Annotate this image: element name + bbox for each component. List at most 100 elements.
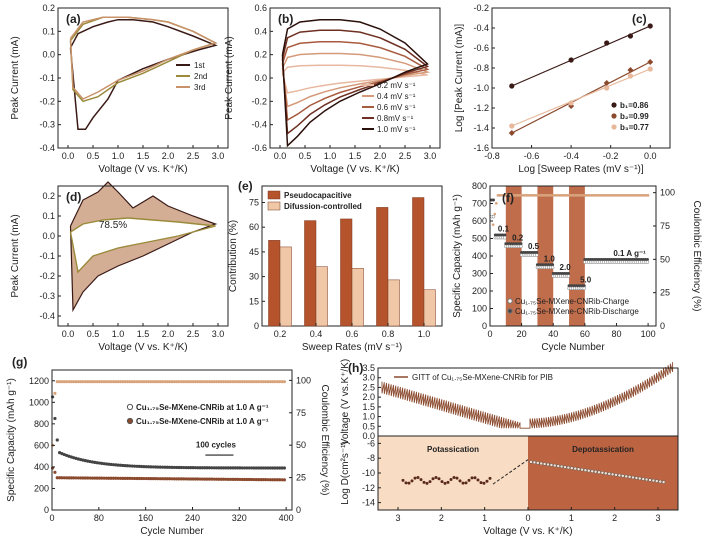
ce-point: [203, 380, 207, 384]
capacity-point: [135, 476, 139, 481]
capacity-point: [240, 466, 244, 470]
data-point: [647, 23, 653, 29]
capacity-point: [182, 477, 186, 481]
diffusion-point: [607, 472, 611, 476]
x-tick-label: 1.5: [349, 151, 362, 161]
diffusion-point: [580, 467, 584, 472]
x-tick-label: 2: [439, 513, 444, 523]
panel-label: (e): [238, 179, 253, 193]
ce-point: [240, 380, 244, 384]
x-tick-label: 2.5: [187, 329, 200, 339]
diffusion-point: [610, 472, 615, 477]
capacity-point: [245, 477, 249, 482]
diffusion-point: [590, 469, 594, 473]
capacity-point: [81, 476, 85, 480]
capacity-point: [200, 466, 205, 470]
ce-point: [198, 380, 202, 384]
diffusion-point: [434, 475, 438, 479]
rate-label: 0.1 A g⁻¹: [613, 249, 646, 258]
legend-label: b₂=0.99: [620, 112, 649, 121]
capacity-point: [207, 477, 212, 481]
bar-pseudocapacitive: [304, 220, 317, 327]
y-tick-label: 30: [249, 272, 259, 282]
y-tick-label: 600: [472, 216, 487, 226]
ce-point: [247, 380, 251, 384]
capacity-point: [172, 465, 176, 470]
capacity-point: [172, 477, 176, 481]
ce-point: [72, 380, 76, 384]
ce-point: [233, 380, 237, 384]
capacity-point: [261, 478, 265, 482]
cv-curve-1: [69, 18, 218, 131]
rate-label: 2.0: [560, 263, 572, 272]
capacity-point: [146, 476, 151, 481]
capacity-point: [214, 477, 219, 481]
x-tick-label: 3.0: [212, 151, 225, 161]
ce-point: [268, 380, 272, 384]
plot-frame: [51, 369, 293, 511]
capacity-point: [170, 465, 174, 469]
x-tick-label: 0.4: [310, 329, 323, 339]
data-point: [647, 66, 653, 72]
ce-point: [207, 380, 212, 384]
capacity-point: [72, 476, 76, 480]
ce-point: [231, 380, 235, 384]
x-tick-label: 160: [138, 513, 153, 523]
y-tick-label: 0: [254, 321, 259, 331]
y-tick-label: -0.2: [473, 3, 489, 13]
capacity-point: [100, 476, 104, 480]
capacity-point: [203, 477, 207, 481]
y-tick-label: 60: [249, 222, 259, 232]
capacity-point: [154, 465, 158, 469]
capacity-point: [226, 477, 230, 481]
ce-point: [79, 380, 83, 384]
capacity-point: [198, 477, 202, 481]
ce-point: [221, 380, 226, 384]
capacity-point: [116, 476, 120, 480]
capacity-point: [88, 476, 92, 480]
ce-point: [130, 380, 134, 384]
diffusion-point: [404, 481, 408, 485]
y-tick-label: 0.2: [42, 3, 55, 13]
data-point: [509, 83, 515, 89]
capacity-point: [107, 462, 111, 466]
capacity-point: [151, 465, 155, 469]
capacity-point: [104, 462, 109, 466]
capacity-point: [100, 461, 104, 465]
pseudocapacitive-area: [70, 182, 216, 310]
ce-point: [205, 380, 209, 384]
potassication-region: [378, 436, 528, 510]
capacity-point: [102, 476, 106, 480]
y-tick-label: -6: [367, 438, 375, 448]
x-tick-label: 80: [94, 513, 104, 523]
y-tick-label: 0.0: [42, 50, 55, 60]
capacity-point: [60, 476, 64, 480]
diffusion-point: [479, 481, 483, 485]
capacity-point: [247, 466, 251, 470]
ce-point: [83, 380, 87, 384]
charge-point: [503, 235, 507, 240]
y-tick-label: 0.2: [42, 191, 55, 201]
charge-point: [491, 214, 496, 219]
capacity-point: [161, 465, 165, 469]
x-tick-label: 0.0: [62, 329, 75, 339]
ce-point: [261, 380, 265, 384]
capacity-point: [90, 476, 94, 480]
ce-point: [282, 380, 286, 384]
ce-point: [210, 380, 214, 384]
capacity-point: [165, 465, 169, 469]
capacity-point: [221, 477, 226, 481]
discharge-point: [582, 284, 586, 288]
diffusion-point: [461, 481, 465, 485]
ce-point: [189, 380, 193, 384]
y-tick-label: -0.4: [39, 311, 55, 321]
ce-point: [104, 380, 109, 384]
capacity-point: [62, 476, 66, 480]
ce-point: [179, 380, 183, 384]
ce-point: [168, 380, 172, 384]
diffusion-point: [458, 479, 462, 483]
diffusion-point: [661, 480, 666, 484]
capacity-point: [196, 477, 200, 481]
capacity-point: [163, 465, 167, 469]
capacity-point: [95, 461, 99, 465]
